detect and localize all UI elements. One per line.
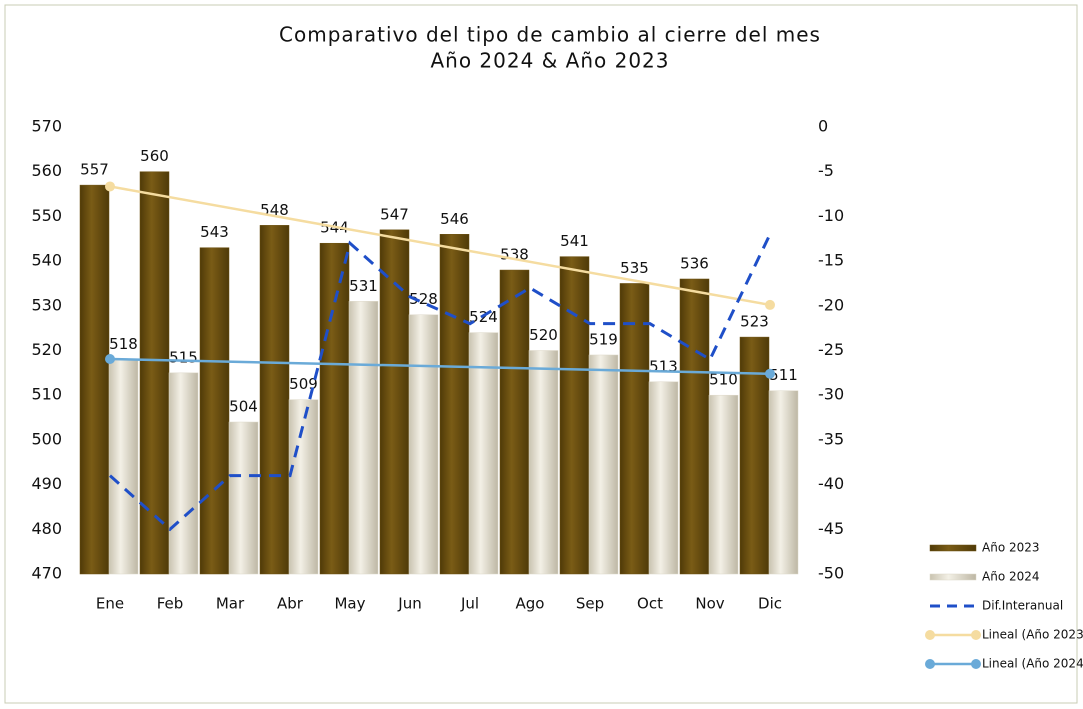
- bar: [199, 247, 230, 575]
- bar: [528, 350, 559, 575]
- bar: [168, 372, 199, 575]
- x-tick-label: Dic: [758, 595, 782, 613]
- bar: [288, 399, 319, 575]
- legend-label: Lineal (Año 2024: [982, 657, 1083, 671]
- y-tick-label: 530: [31, 295, 62, 314]
- data-label: 546: [440, 210, 469, 228]
- bar: [439, 234, 470, 575]
- bar: [79, 184, 110, 575]
- bar: [499, 269, 530, 575]
- y-tick-label: 550: [31, 206, 62, 225]
- bar: [379, 229, 410, 575]
- y-tick-label: 470: [31, 564, 62, 583]
- legend-swatch-dot: [971, 659, 981, 669]
- legend-swatch-dot: [925, 630, 935, 640]
- data-label: 519: [589, 330, 618, 348]
- legend-label: Año 2023: [982, 541, 1040, 555]
- trend-dot: [105, 353, 115, 364]
- data-label: 520: [529, 326, 558, 344]
- bar: [739, 336, 770, 575]
- chart-title: Comparativo del tipo de cambio al cierre…: [279, 23, 821, 47]
- x-tick-label: Feb: [157, 595, 184, 613]
- bar: [468, 332, 499, 575]
- bar: [259, 225, 290, 575]
- y-tick-label: 570: [31, 117, 62, 136]
- data-label: 504: [229, 398, 258, 416]
- data-label: 541: [560, 232, 589, 250]
- bar: [348, 301, 379, 575]
- data-label: 547: [380, 205, 409, 223]
- x-tick-label: Jul: [460, 595, 479, 613]
- bar: [139, 171, 170, 575]
- y-tick-label: 500: [31, 429, 62, 448]
- x-tick-label: Ago: [516, 595, 545, 613]
- bar: [708, 394, 739, 575]
- data-label: 536: [680, 254, 709, 272]
- y2-tick-label: -10: [818, 206, 844, 225]
- y2-tick-label: -50: [818, 564, 844, 583]
- trend-dot: [765, 299, 775, 310]
- trendline: [109, 185, 771, 307]
- x-tick-label: Abr: [277, 595, 304, 613]
- data-label: 515: [169, 348, 198, 366]
- bar: [679, 278, 710, 575]
- x-tick-label: Mar: [216, 595, 245, 613]
- y2-tick-label: -15: [818, 251, 844, 270]
- y-tick-label: 510: [31, 385, 62, 404]
- data-label: 511: [769, 366, 798, 384]
- legend-swatch: [929, 544, 977, 552]
- legend-swatch: [929, 573, 977, 581]
- y-tick-label: 480: [31, 519, 62, 538]
- data-label: 510: [709, 371, 738, 389]
- data-label: 543: [200, 223, 229, 241]
- bar: [648, 381, 679, 575]
- y-tick-label: 490: [31, 474, 62, 493]
- bar: [768, 390, 799, 575]
- data-label: 531: [349, 277, 378, 295]
- trendline: [109, 357, 771, 375]
- trend-dot: [105, 181, 115, 192]
- y2-tick-label: -40: [818, 474, 844, 493]
- x-tick-label: Ene: [96, 595, 124, 613]
- bar: [319, 242, 350, 575]
- y2-tick-label: -25: [818, 340, 844, 359]
- bar: [588, 354, 619, 575]
- y2-tick-label: -5: [818, 161, 834, 180]
- y2-tick-label: 0: [818, 117, 828, 136]
- bar: [619, 283, 650, 575]
- y-tick-label: 520: [31, 340, 62, 359]
- data-label: 528: [409, 290, 438, 308]
- legend-label: Dif.Interanual: [982, 599, 1063, 613]
- y-tick-label: 540: [31, 251, 62, 270]
- legend-swatch-dot: [971, 630, 981, 640]
- y2-tick-label: -30: [818, 385, 844, 404]
- data-label: 518: [109, 335, 138, 353]
- data-label: 509: [289, 375, 318, 393]
- y2-tick-label: -20: [818, 295, 844, 314]
- line: [109, 233, 772, 532]
- x-tick-label: Oct: [637, 595, 663, 613]
- x-tick-label: Nov: [695, 595, 724, 613]
- data-label: 535: [620, 259, 649, 277]
- y2-tick-label: -35: [818, 429, 844, 448]
- legend-swatch-dot: [925, 659, 935, 669]
- chart-subtitle: Año 2024 & Año 2023: [430, 49, 669, 73]
- bar: [228, 421, 259, 575]
- bar: [559, 256, 590, 575]
- bar: [108, 359, 139, 575]
- x-tick-label: Sep: [576, 595, 604, 613]
- y-tick-label: 560: [31, 161, 62, 180]
- legend-label: Lineal (Año 2023: [982, 628, 1083, 642]
- x-tick-label: Jun: [397, 595, 421, 613]
- bar: [408, 314, 439, 575]
- data-label: 538: [500, 246, 529, 264]
- legend-label: Año 2024: [982, 570, 1040, 584]
- data-label: 560: [140, 147, 169, 165]
- trend-dot: [765, 368, 775, 379]
- x-tick-label: May: [334, 595, 365, 613]
- y2-tick-label: -45: [818, 519, 844, 538]
- data-label: 557: [80, 161, 109, 179]
- data-label: 523: [740, 313, 769, 331]
